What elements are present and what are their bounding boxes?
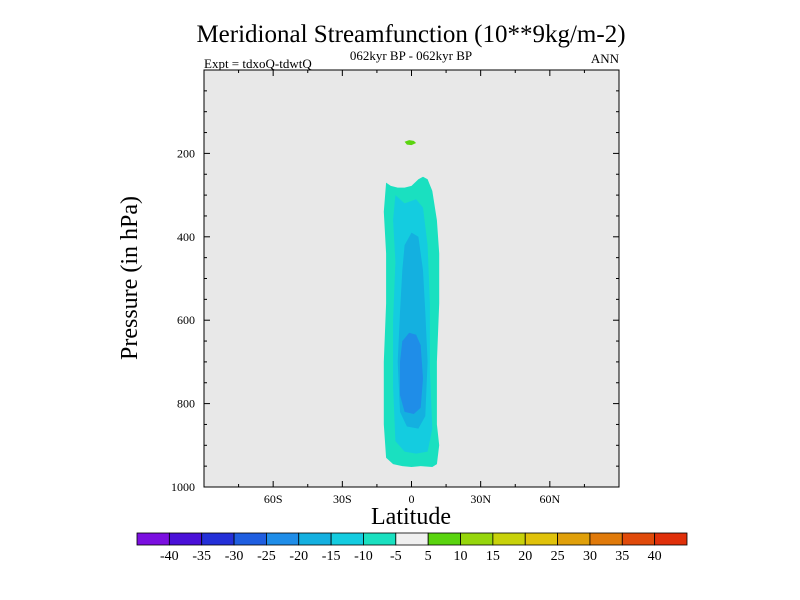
colorbar-label: -40 <box>160 549 179 564</box>
colorbar-label: -25 <box>257 549 276 564</box>
colorbar-box <box>233 532 267 546</box>
colorbar-label: 25 <box>551 549 565 564</box>
x-axis-label: Latitude <box>371 504 451 530</box>
colorbar-label: 30 <box>583 549 597 564</box>
colorbar-box <box>201 532 235 546</box>
x-tick-label: 60N <box>539 492 560 506</box>
colorbar-box <box>136 532 170 546</box>
colorbar-label: 10 <box>454 549 468 564</box>
colorbar-label: 20 <box>518 549 532 564</box>
colorbar-box <box>460 532 494 546</box>
colorbar-label: -5 <box>390 549 402 564</box>
chart-subtitle: 062kyr BP - 062kyr BP <box>350 48 472 63</box>
colorbar-label: 5 <box>425 549 432 564</box>
colorbar-box <box>298 532 332 546</box>
colorbar-box <box>524 532 558 546</box>
plot-frame <box>203 69 620 488</box>
experiment-label: Expt = tdxoQ-tdwtQ <box>204 56 312 71</box>
colorbar-label: -30 <box>225 549 244 564</box>
colorbar-label: 35 <box>615 549 629 564</box>
colorbar-box <box>168 532 203 546</box>
y-tick-label: 800 <box>177 397 195 411</box>
colorbar-labels: -40 -35 -30 -25 -20 -15 -10 -5 5 10 15 20 25 30 35 40 <box>160 549 662 564</box>
contour-regions <box>383 140 440 468</box>
colorbar-box <box>654 532 688 546</box>
colorbar-label: -35 <box>192 549 211 564</box>
colorbar-label: 40 <box>648 549 662 564</box>
y-tick-label: 600 <box>177 313 195 327</box>
colorbar-box <box>557 532 591 546</box>
colorbar-box <box>492 532 526 546</box>
y-tick-label: 400 <box>177 230 195 244</box>
tick-labels: 60S 30S 0 30N 60N 200 400 600 800 1000 <box>171 146 560 506</box>
colorbar-label: -15 <box>322 549 341 564</box>
colorbar-box <box>330 532 364 546</box>
colorbar-box <box>621 532 656 546</box>
y-tick-label: 1000 <box>171 480 195 494</box>
colorbar-label: 15 <box>486 549 500 564</box>
x-tick-label: 30N <box>470 492 491 506</box>
x-tick-label: 0 <box>409 492 415 506</box>
chart-title: Meridional Streamfunction (10**9kg/m-2) <box>196 21 625 48</box>
contour-region-3 <box>400 332 423 414</box>
colorbar-label: -10 <box>354 549 373 564</box>
colorbar-box <box>395 532 429 546</box>
colorbar-box <box>589 532 623 546</box>
y-axis-label: Pressure (in hPa) <box>117 196 143 360</box>
colorbar-box <box>266 532 300 546</box>
contour-region-4 <box>404 140 417 146</box>
x-tick-label: 30S <box>333 492 352 506</box>
colorbar <box>136 532 688 546</box>
colorbar-box <box>363 532 397 546</box>
x-tick-label: 60S <box>264 492 283 506</box>
y-tick-label: 200 <box>177 146 195 160</box>
colorbar-box <box>427 532 461 546</box>
season-label: ANN <box>591 51 620 66</box>
colorbar-label: -20 <box>289 549 308 564</box>
